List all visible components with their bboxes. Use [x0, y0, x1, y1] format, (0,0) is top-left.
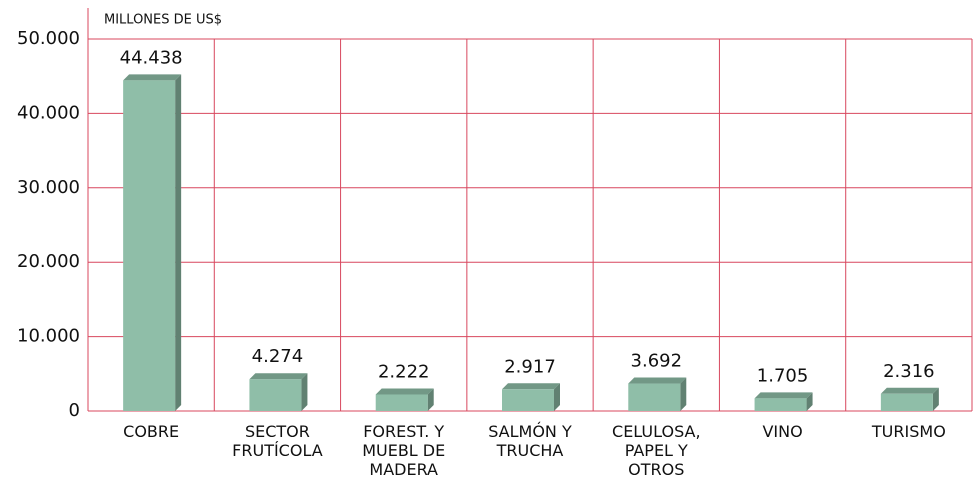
bar-top: [502, 383, 560, 390]
bar-top: [123, 74, 182, 81]
x-tick-label: COBRE: [123, 422, 179, 441]
bar: [375, 394, 428, 411]
x-tick-label: FOREST. Y MUEBL DE MADERA: [362, 422, 445, 479]
bar: [628, 383, 681, 411]
y-tick-label: 20.000: [17, 251, 80, 272]
y-axis-label: MILLONES DE US$: [104, 13, 222, 28]
bar: [249, 379, 302, 411]
x-tick-label: CELULOSA, PAPEL Y OTROS: [612, 422, 701, 479]
value-label: 44.438: [120, 47, 183, 68]
y-tick-label: 40.000: [17, 102, 80, 123]
value-label: 1.705: [757, 365, 809, 386]
value-label: 2.917: [504, 356, 556, 377]
value-label: 2.222: [378, 361, 430, 382]
value-label: 4.274: [252, 346, 304, 367]
x-tick-label-line: CELULOSA,: [612, 422, 701, 441]
y-tick-label: 30.000: [17, 177, 80, 198]
bar-side: [175, 74, 182, 411]
bar-side: [932, 387, 939, 411]
x-tick-label-line: SECTOR: [245, 422, 310, 441]
bar-side: [554, 383, 560, 411]
x-tick-label: SALMÓN Y TRUCHA: [488, 422, 572, 460]
x-tick-label-line: SALMÓN Y: [488, 422, 572, 441]
bar: [754, 398, 807, 411]
bar: [123, 80, 176, 411]
x-tick-label-line: FOREST. Y: [363, 422, 444, 441]
bar-top: [375, 388, 434, 395]
x-tick-label-line: COBRE: [123, 422, 179, 441]
bar-side: [806, 392, 813, 411]
value-label: 2.316: [883, 361, 935, 382]
bar-side: [427, 388, 434, 411]
x-tick-label-line: VINO: [762, 422, 802, 441]
bar-side: [301, 373, 308, 411]
y-tick-label: 0: [69, 400, 80, 421]
x-tick-label-line: TURISMO: [871, 422, 946, 441]
bar: [880, 393, 933, 411]
x-tick-label: TURISMO: [871, 422, 946, 441]
bar-top: [628, 377, 687, 384]
y-tick-label: 50.000: [17, 28, 80, 49]
x-tick-label: VINO: [762, 422, 802, 441]
bar-top: [754, 392, 813, 399]
x-tick-label-line: PAPEL Y: [625, 441, 688, 460]
x-tick-label-line: FRUTÍCOLA: [232, 441, 323, 460]
x-tick-label: SECTOR FRUTÍCOLA: [232, 422, 323, 460]
x-tick-label-line: MADERA: [369, 460, 438, 479]
bar: [502, 389, 554, 411]
y-tick-label: 10.000: [17, 326, 80, 347]
x-tick-label-line: OTROS: [628, 460, 684, 479]
bar-top: [249, 373, 308, 380]
value-label: 3.692: [631, 351, 683, 372]
x-tick-label-line: MUEBL DE: [362, 441, 445, 460]
x-tick-label-line: TRUCHA: [496, 441, 564, 460]
bar-top: [880, 387, 939, 394]
bar-side: [680, 377, 687, 411]
